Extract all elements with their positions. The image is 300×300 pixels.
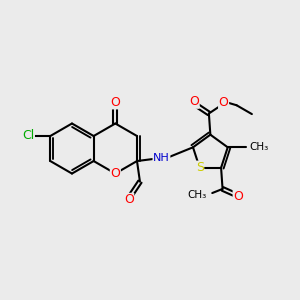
Text: O: O (110, 167, 120, 180)
Text: S: S (196, 161, 204, 174)
Text: Cl: Cl (22, 129, 34, 142)
Text: CH₃: CH₃ (188, 190, 207, 200)
Text: NH: NH (153, 152, 170, 163)
Text: O: O (189, 95, 199, 108)
Text: O: O (233, 190, 243, 203)
Text: O: O (219, 96, 229, 110)
Text: O: O (124, 194, 134, 206)
Text: O: O (110, 96, 120, 109)
Text: CH₃: CH₃ (249, 142, 268, 152)
